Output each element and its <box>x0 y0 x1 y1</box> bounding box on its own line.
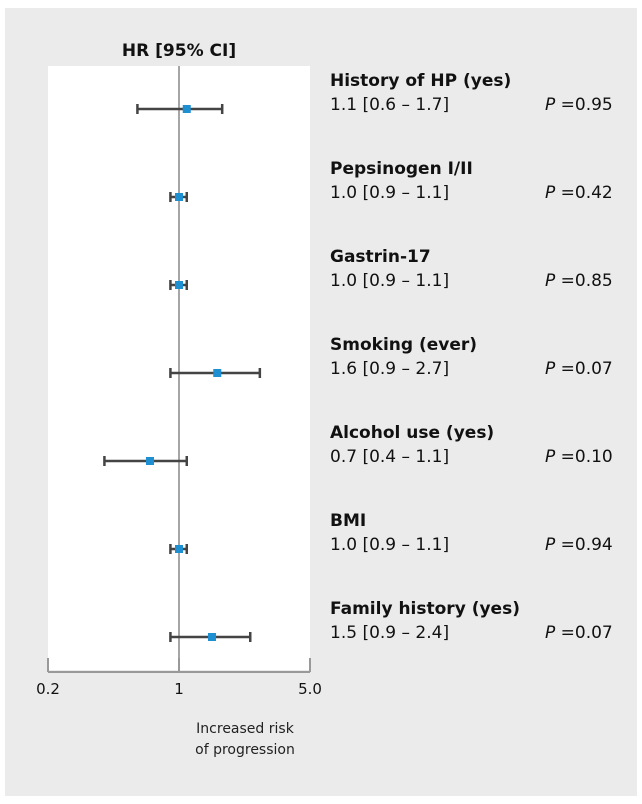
row-ci-text: 1.5 [0.9 – 2.4] <box>330 623 449 643</box>
row-label: Alcohol use (yes) <box>330 423 494 443</box>
row-p-value: P =0.10 <box>545 447 613 467</box>
row-p-value: P =0.94 <box>545 535 613 555</box>
row-p-value: P =0.85 <box>545 271 613 291</box>
hr-marker <box>175 545 183 553</box>
x-tick-label: 1 <box>174 680 184 698</box>
row-p-value: P =0.07 <box>545 359 613 379</box>
row-ci-text: 0.7 [0.4 – 1.1] <box>330 447 449 467</box>
row-ci-text: 1.0 [0.9 – 1.1] <box>330 271 449 291</box>
row-p-value: P =0.42 <box>545 183 613 203</box>
hr-marker <box>175 281 183 289</box>
row-label: History of HP (yes) <box>330 71 511 91</box>
row-label: BMI <box>330 511 366 531</box>
x-tick-label: 5.0 <box>298 680 322 698</box>
hr-marker <box>175 193 183 201</box>
chart-title: HR [95% CI] <box>122 41 236 61</box>
row-label: Family history (yes) <box>330 599 520 619</box>
x-tick-label: 0.2 <box>36 680 60 698</box>
row-ci-text: 1.0 [0.9 – 1.1] <box>330 535 449 555</box>
row-ci-text: 1.6 [0.9 – 2.7] <box>330 359 449 379</box>
row-ci-text: 1.1 [0.6 – 1.7] <box>330 95 449 115</box>
hr-marker <box>208 633 217 641</box>
xlabel-line-1: Increased risk <box>196 721 295 737</box>
row-p-value: P =0.07 <box>545 623 613 643</box>
row-label: Pepsinogen I/II <box>330 159 473 179</box>
estimate-labels: History of HP (yes) 1.1 [0.6 – 1.7] P =0.9… <box>330 71 613 643</box>
row-label: Gastrin-17 <box>330 247 431 267</box>
hr-marker <box>145 457 154 465</box>
x-axis: 0.2 1 5.0 <box>36 658 322 698</box>
hr-marker <box>182 105 191 113</box>
row-label: Smoking (ever) <box>330 335 477 355</box>
row-ci-text: 1.0 [0.9 – 1.1] <box>330 183 449 203</box>
row-p-value: P =0.95 <box>545 95 613 115</box>
hr-marker <box>213 369 222 377</box>
xlabel-line-2: of progression <box>195 742 295 758</box>
estimate-rows <box>103 104 262 642</box>
